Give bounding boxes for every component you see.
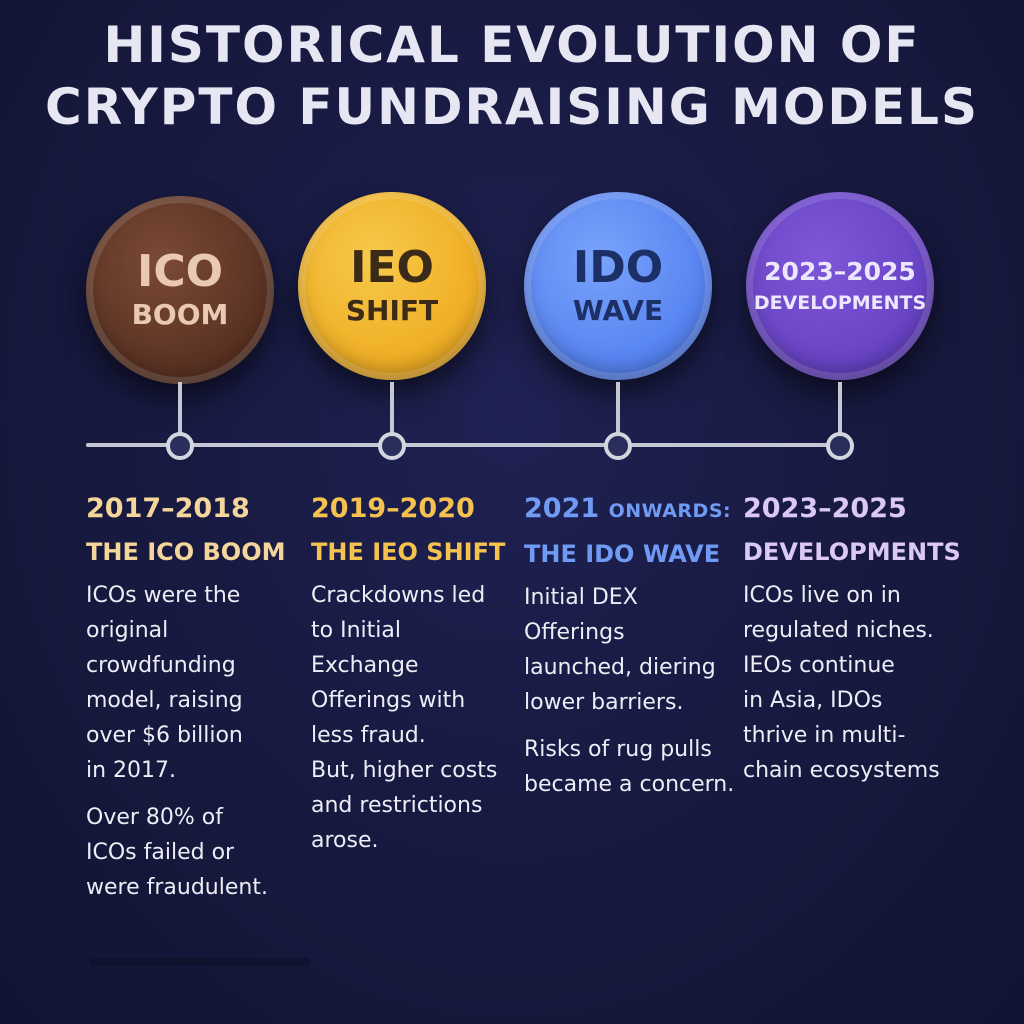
text-line: crowdfunding (86, 653, 236, 678)
decorative-divider (90, 958, 310, 966)
text-line: were fraudulent. (86, 875, 268, 900)
text-line: over $6 billion (86, 723, 243, 748)
text-line: to Initial (311, 618, 401, 643)
text-line: Exchange (311, 653, 419, 678)
section-paragraph: Initial DEX Offerings launched, diering … (524, 580, 744, 720)
ieo-shift-coin: IEO SHIFT (298, 192, 486, 380)
text-line: Offerings (524, 620, 625, 645)
coin-label-top: IEO (350, 242, 434, 293)
timeline-node (166, 432, 194, 460)
coin-label-top: 2023–2025 (764, 257, 916, 286)
text-line: Over 80% of (86, 805, 224, 830)
coin-label-top: ICO (136, 246, 224, 297)
timeline-connector (178, 382, 182, 434)
text-line: Risks of rug pulls (524, 737, 712, 762)
section-paragraph: Crackdowns led to Initial Exchange Offer… (311, 578, 526, 858)
section-heading: THE IDO WAVE (524, 540, 721, 568)
coin-label-top: IDO (572, 242, 664, 293)
text-line: and restrictions (311, 793, 483, 818)
text-line: IEOs continue (743, 653, 895, 678)
ieo-shift-section: 2019–2020 THE IEO SHIFT Crackdowns led t… (311, 488, 526, 870)
timeline-connector (390, 382, 394, 434)
coin-label-bottom: DEVELOPMENTS (753, 292, 927, 314)
developments-section: 2023–2025 DEVELOPMENTS ICOs live on in r… (743, 488, 961, 800)
period-label: 2023–2025 (743, 493, 907, 524)
period-label: 2021 ONWARDS: (524, 488, 744, 532)
timeline-axis (86, 443, 854, 447)
coin-label-bottom: WAVE (572, 294, 664, 327)
text-line: ICOs live on in (743, 583, 901, 608)
text-line: thrive in multi- (743, 723, 906, 748)
ico-boom-coin: ICO BOOM (86, 196, 274, 384)
text-line: ICOs failed or (86, 840, 235, 865)
text-line: Offerings with (311, 688, 466, 713)
text-line: in 2017. (86, 758, 177, 783)
text-line: less fraud. (311, 723, 426, 748)
developments-coin: 2023–2025 DEVELOPMENTS (746, 192, 934, 380)
section-paragraph: ICOs were the original crowdfunding mode… (86, 578, 301, 788)
ico-boom-section: 2017–2018 THE ICO BOOM ICOs were the ori… (86, 488, 301, 917)
text-line: Crackdowns led (311, 583, 486, 608)
section-heading: THE ICO BOOM (86, 538, 286, 566)
text-line: lower barriers. (524, 690, 684, 715)
ido-wave-coin: IDO WAVE (524, 192, 712, 380)
timeline-node (604, 432, 632, 460)
section-heading: DEVELOPMENTS (743, 538, 961, 566)
text-line: in Asia, IDOs (743, 688, 883, 713)
text-line: But, higher costs (311, 758, 498, 783)
page-title: HISTORICAL EVOLUTION OF CRYPTO FUNDRAISI… (0, 14, 1024, 138)
text-line: regulated niches. (743, 618, 934, 643)
section-paragraph: Risks of rug pulls became a concern. (524, 732, 744, 802)
text-line: ICOs were the (86, 583, 241, 608)
text-line: arose. (311, 828, 379, 853)
text-line: original (86, 618, 169, 643)
text-line: chain ecosystems (743, 758, 940, 783)
period-label: 2017–2018 (86, 493, 250, 524)
period-suffix: ONWARDS: (608, 500, 732, 522)
section-paragraph: ICOs live on in regulated niches. IEOs c… (743, 578, 958, 788)
ido-wave-section: 2021 ONWARDS: THE IDO WAVE Initial DEX O… (524, 488, 744, 814)
title-line-1: HISTORICAL EVOLUTION OF (103, 16, 921, 74)
title-line-2: CRYPTO FUNDRAISING MODELS (45, 78, 979, 136)
timeline-connector (838, 382, 842, 434)
timeline-connector (616, 382, 620, 434)
text-line: launched, diering (524, 655, 716, 680)
text-line: Initial DEX (524, 585, 638, 610)
timeline-node (826, 432, 854, 460)
section-paragraph: Over 80% of ICOs failed or were fraudule… (86, 800, 301, 905)
coin-label-bottom: SHIFT (345, 294, 439, 327)
period-year: 2021 (524, 493, 600, 524)
coin-label-bottom: BOOM (131, 298, 229, 331)
period-label: 2019–2020 (311, 493, 475, 524)
timeline-node (378, 432, 406, 460)
text-line: became a concern. (524, 772, 735, 797)
text-line: model, raising (86, 688, 243, 713)
section-heading: THE IEO SHIFT (311, 538, 506, 566)
